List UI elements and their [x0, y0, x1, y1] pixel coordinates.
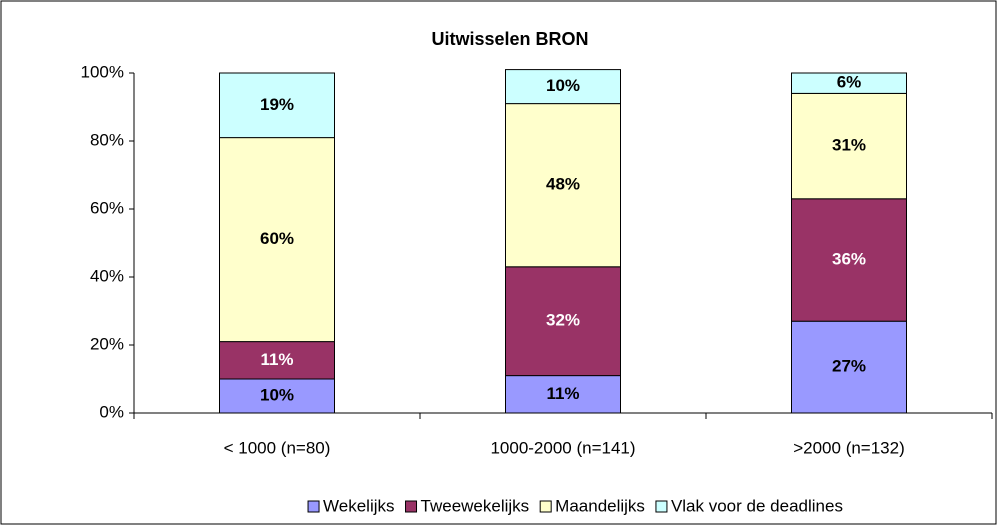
bar-segment — [505, 266, 621, 377]
data-label: 6% — [837, 73, 862, 92]
data-label: 27% — [832, 357, 866, 376]
y-tick-label: 80% — [90, 130, 124, 149]
bar-segment — [791, 320, 907, 414]
bar-segment — [505, 375, 621, 414]
bar-segment — [791, 92, 907, 200]
legend-swatch — [405, 500, 418, 513]
data-label: 32% — [546, 311, 580, 330]
data-label: 10% — [260, 385, 294, 404]
bar-segment — [219, 72, 335, 139]
data-label: 11% — [546, 384, 579, 403]
legend-swatch — [307, 500, 320, 513]
y-tick-label: 20% — [90, 334, 124, 353]
legend-swatch — [655, 500, 668, 513]
data-label: 48% — [546, 175, 580, 194]
x-tick-label: 1000-2000 (n=141) — [490, 438, 635, 457]
y-tick-label: 0% — [99, 402, 124, 421]
bar-segment — [505, 103, 621, 268]
data-label: 11% — [260, 350, 293, 369]
data-label: 31% — [832, 136, 866, 155]
legend-swatch — [539, 500, 552, 513]
legend-label: Maandelijks — [555, 496, 645, 515]
x-tick-label: < 1000 (n=80) — [224, 438, 331, 457]
legend-label: Vlak voor de deadlines — [671, 496, 843, 515]
chart-title: Uitwisselen BRON — [431, 29, 588, 49]
legend-label: Wekelijks — [323, 496, 394, 515]
data-label: 10% — [546, 76, 580, 95]
x-tick-label: >2000 (n=132) — [793, 438, 905, 457]
data-label: 19% — [260, 95, 294, 114]
y-tick-label: 60% — [90, 198, 124, 217]
y-tick-label: 40% — [90, 266, 124, 285]
bar-segment — [505, 69, 621, 105]
data-label: 36% — [832, 249, 866, 268]
legend-label: Tweewekelijks — [421, 496, 530, 515]
y-tick-label: 100% — [81, 62, 124, 81]
bar-segment — [791, 72, 907, 94]
bar-segment — [791, 198, 907, 322]
data-label: 60% — [260, 229, 294, 248]
